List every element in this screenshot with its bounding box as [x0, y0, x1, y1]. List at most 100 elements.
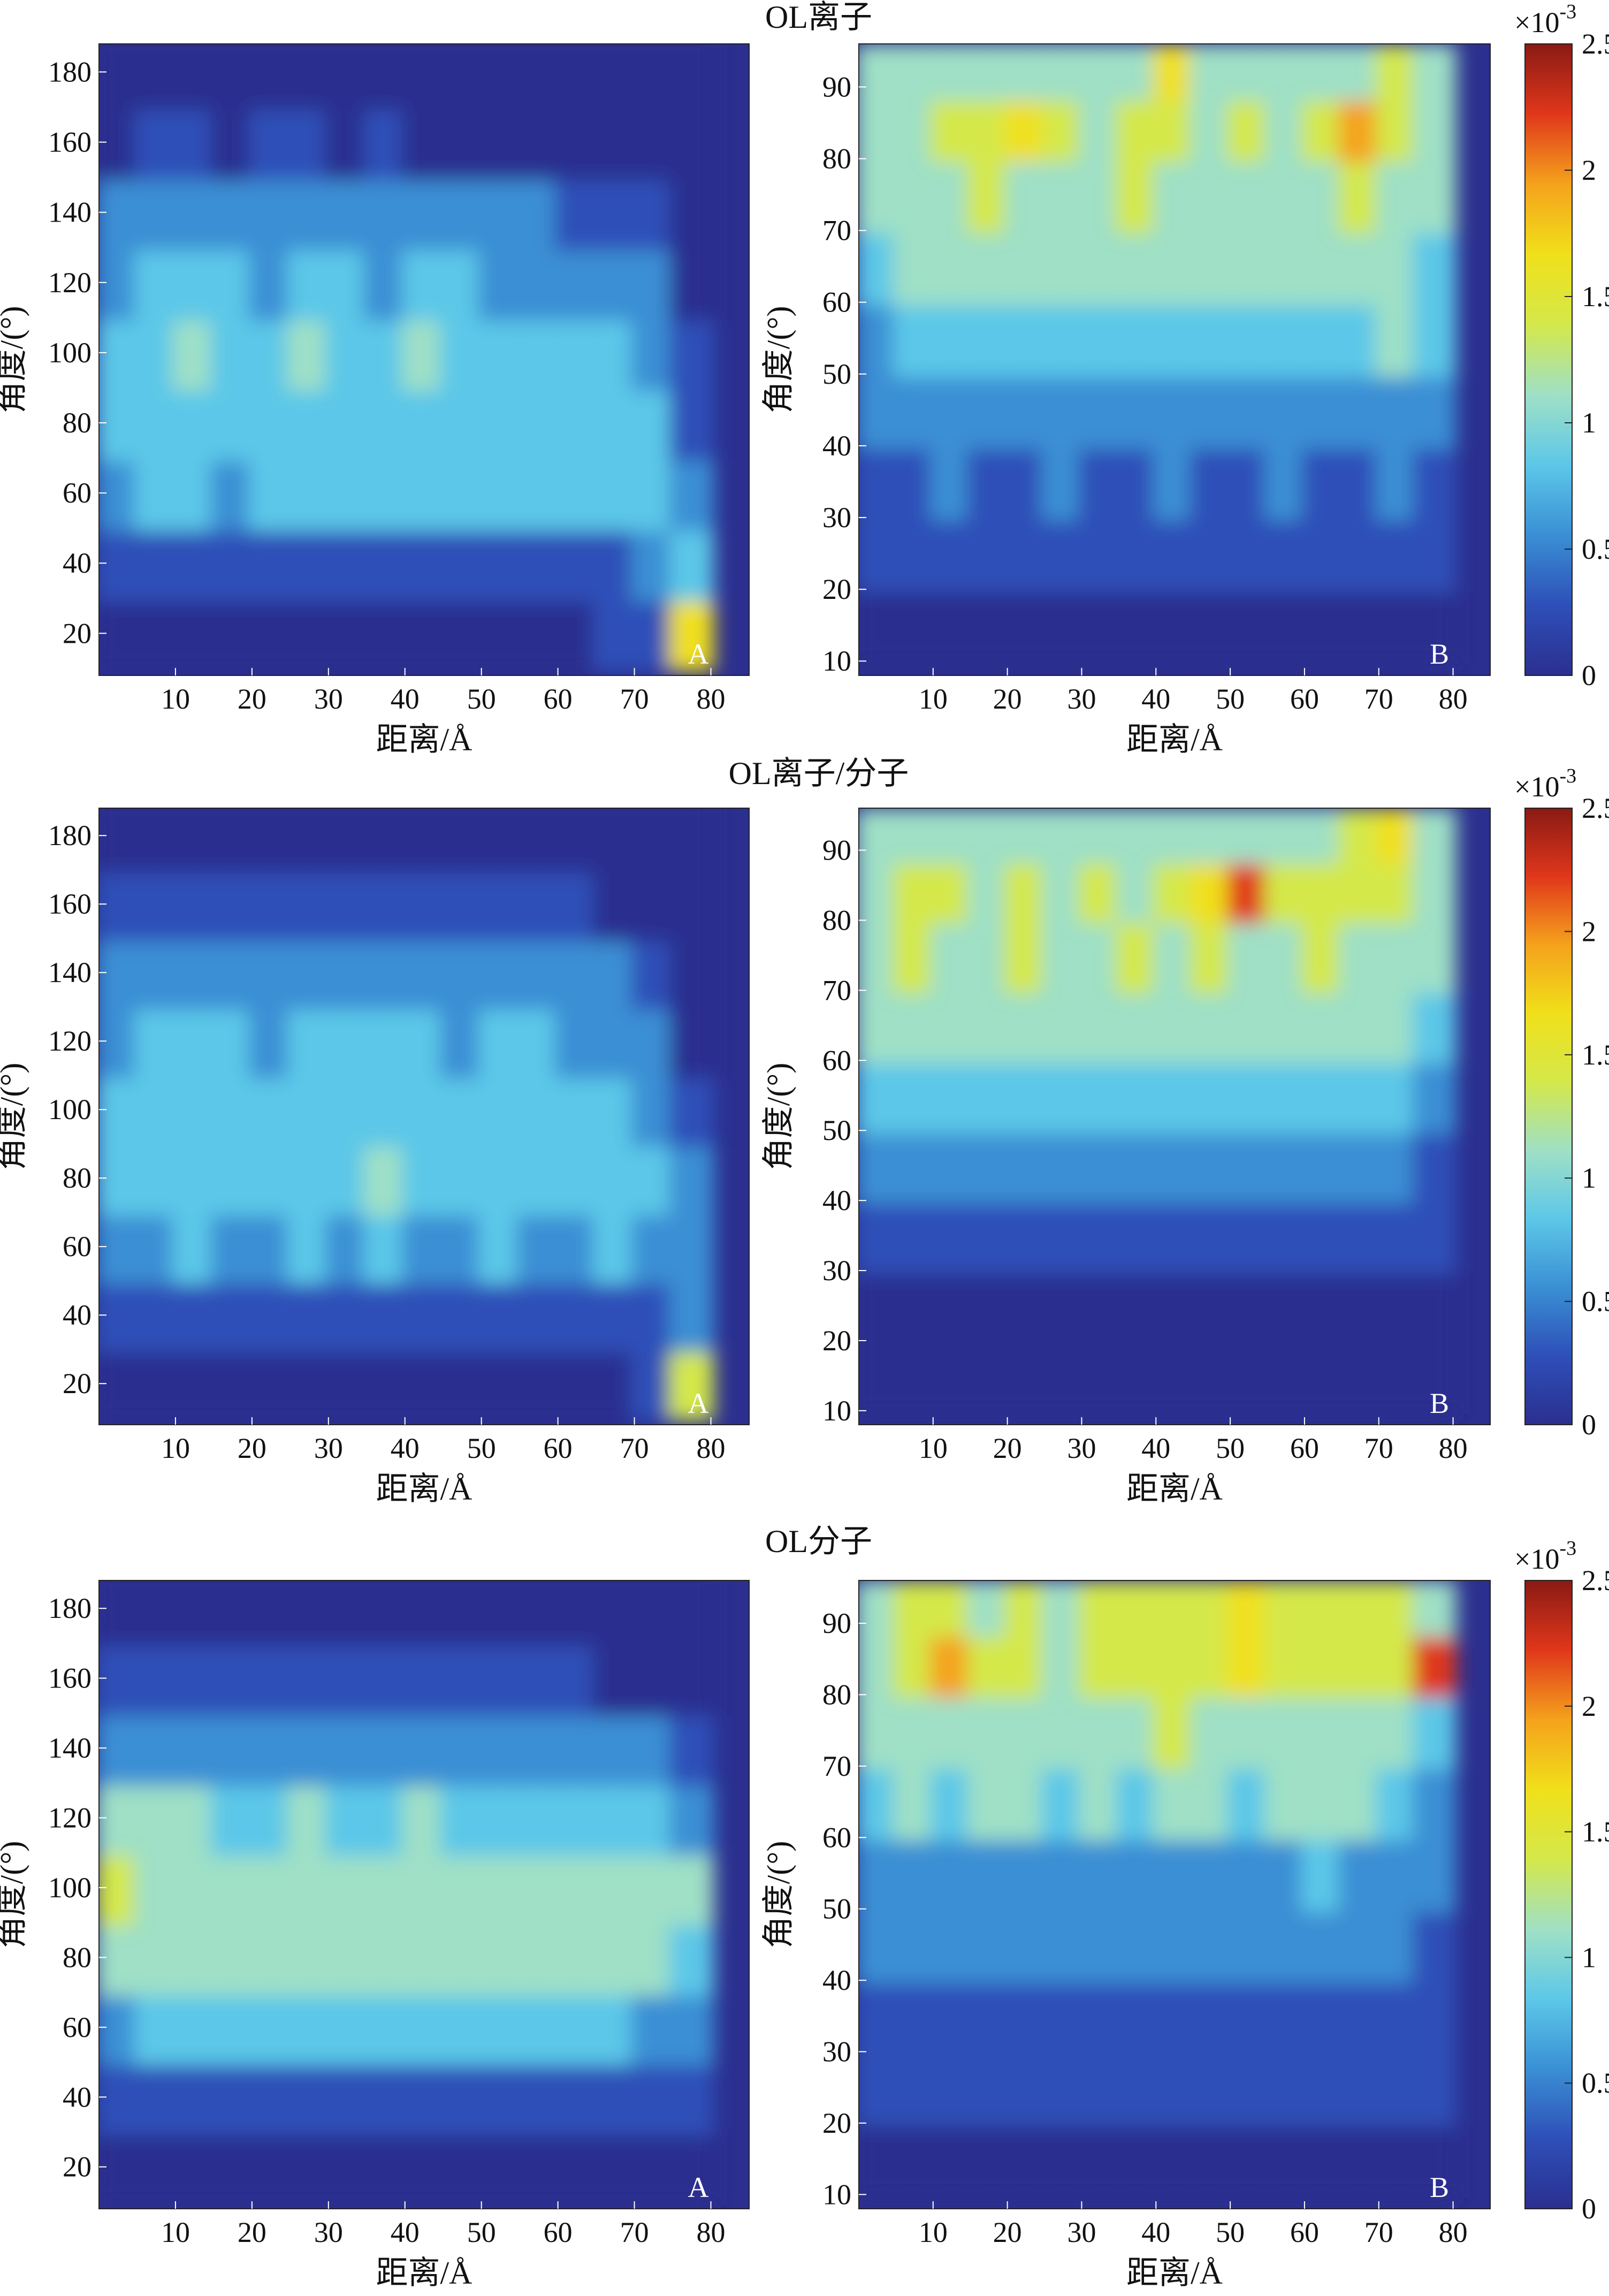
heatmap-cell [1338, 1762, 1382, 1841]
heatmap-cell [248, 1141, 294, 1216]
heatmap-cell [363, 244, 408, 321]
colorbar-tick-label: 2 [1582, 1690, 1596, 1722]
heatmap-cell [1041, 1580, 1085, 1638]
heatmap-cell [478, 866, 523, 942]
x-tick-label: 50 [1216, 683, 1245, 715]
heatmap-cell [210, 244, 255, 321]
heatmap-cell [1078, 1267, 1122, 1344]
heatmap-cell [859, 987, 899, 1064]
heatmap-cell [1004, 155, 1048, 234]
heatmap-cell [554, 314, 600, 391]
heatmap-cell [440, 244, 485, 321]
heatmap-cell [478, 1780, 523, 1856]
heatmap-cell [401, 808, 447, 873]
heatmap-cell [893, 1127, 936, 1204]
heatmap-cell [893, 227, 936, 306]
heatmap-cell [287, 104, 332, 181]
heatmap-cell [593, 1780, 638, 1856]
heatmap-cell [1078, 586, 1122, 665]
heatmap-cell [893, 1631, 936, 1698]
heatmap-cell [967, 1834, 1011, 1912]
heatmap-cell [1004, 1905, 1048, 1984]
heatmap-cell [134, 1780, 179, 1856]
heatmap-cell [1078, 299, 1122, 377]
heatmap-cell [172, 1003, 217, 1079]
heatmap-cell [631, 1003, 676, 1079]
heatmap-cell [1189, 299, 1234, 377]
heatmap-cell [1301, 1197, 1345, 1274]
heatmap-cell [1189, 1834, 1234, 1912]
axes-frame [858, 808, 1491, 1425]
heatmap-cell [440, 44, 485, 111]
heatmap-cell [967, 370, 1011, 449]
heatmap-cell [1078, 987, 1122, 1064]
y-tick-label: 120 [48, 267, 91, 299]
heatmap-cell [99, 44, 141, 111]
heatmap-cell [1078, 227, 1122, 306]
heatmap-cell [1153, 1267, 1196, 1344]
heatmap-cell [1227, 1631, 1271, 1698]
heatmap-cell [669, 524, 714, 602]
heatmap-cell [1375, 1977, 1420, 2055]
heatmap-cell [1078, 917, 1122, 994]
heatmap-cell [440, 2128, 485, 2205]
heatmap-cell [1264, 586, 1308, 665]
heatmap-cell [1041, 1057, 1085, 1134]
heatmap-cell [1153, 857, 1196, 924]
colorbar-ion-molecule: 0 0.5 1 1.5 2 2.5×10-3 [1514, 765, 1609, 1441]
heatmap-cell [172, 2128, 217, 2205]
x-tick-label: 60 [1290, 683, 1319, 715]
x-tick-label: 20 [238, 1432, 266, 1464]
heatmap-cell [1004, 586, 1048, 665]
heatmap-cell [1227, 1580, 1271, 1638]
heatmap-cell [1227, 299, 1271, 377]
heatmap-cell [554, 595, 600, 672]
heatmap-cell [1115, 917, 1160, 994]
heatmap-cell [669, 1278, 714, 1353]
colorbar-tick-label: 1.5 [1582, 1039, 1609, 1071]
heatmap-cell [929, 155, 974, 234]
heatmap-cell [325, 1919, 370, 1996]
heatmap-cell [1413, 442, 1457, 521]
heatmap-cell [1227, 917, 1271, 994]
heatmap-cell [631, 1989, 676, 2066]
heatmap-cell [172, 1072, 217, 1147]
heatmap-cell [516, 866, 561, 942]
heatmap-cell [967, 1337, 1011, 1414]
heatmap-cell [1375, 1631, 1420, 1698]
heatmap-cell [478, 174, 523, 251]
y-tick-label: 80 [63, 407, 91, 439]
y-tick-label: 50 [822, 1893, 851, 1925]
heatmap-cell [440, 104, 485, 181]
heatmap-cell [478, 595, 523, 672]
heatmap-cell [893, 1977, 936, 2055]
heatmap-cell [1301, 987, 1345, 1064]
heatmap-cell [1375, 1691, 1420, 1769]
y-tick-label: 40 [63, 2081, 91, 2113]
heatmap-cell [859, 1631, 899, 1698]
heatmap-cell [1115, 857, 1160, 924]
heatmap-cell [325, 1989, 370, 2066]
heatmap-cell [1041, 2119, 1085, 2198]
y-tick-label: 60 [822, 286, 851, 318]
heatmap-cell [478, 314, 523, 391]
heatmap-cell [859, 586, 899, 665]
x-tick-label: 80 [1439, 1432, 1468, 1464]
heatmap-cell [859, 857, 899, 924]
heatmap-cell [1153, 917, 1196, 994]
y-tick-label: 20 [822, 1325, 851, 1357]
heatmap-cell [1078, 2119, 1122, 2198]
heatmap-cell [929, 1905, 974, 1984]
heatmap-cell [631, 454, 676, 531]
heatmap-cell [669, 1580, 714, 1647]
heatmap-cell [1413, 987, 1457, 1064]
x-tick-label: 80 [697, 1432, 726, 1464]
heatmap-cell [929, 299, 974, 377]
heatmap-cell [1004, 1977, 1048, 2055]
heatmap-cell [1004, 1631, 1048, 1698]
x-tick-label: 30 [314, 683, 343, 715]
heatmap-cell [325, 524, 370, 602]
heatmap-cell [893, 586, 936, 665]
heatmap-cell [1413, 1267, 1457, 1344]
heatmap-cell [287, 44, 332, 111]
